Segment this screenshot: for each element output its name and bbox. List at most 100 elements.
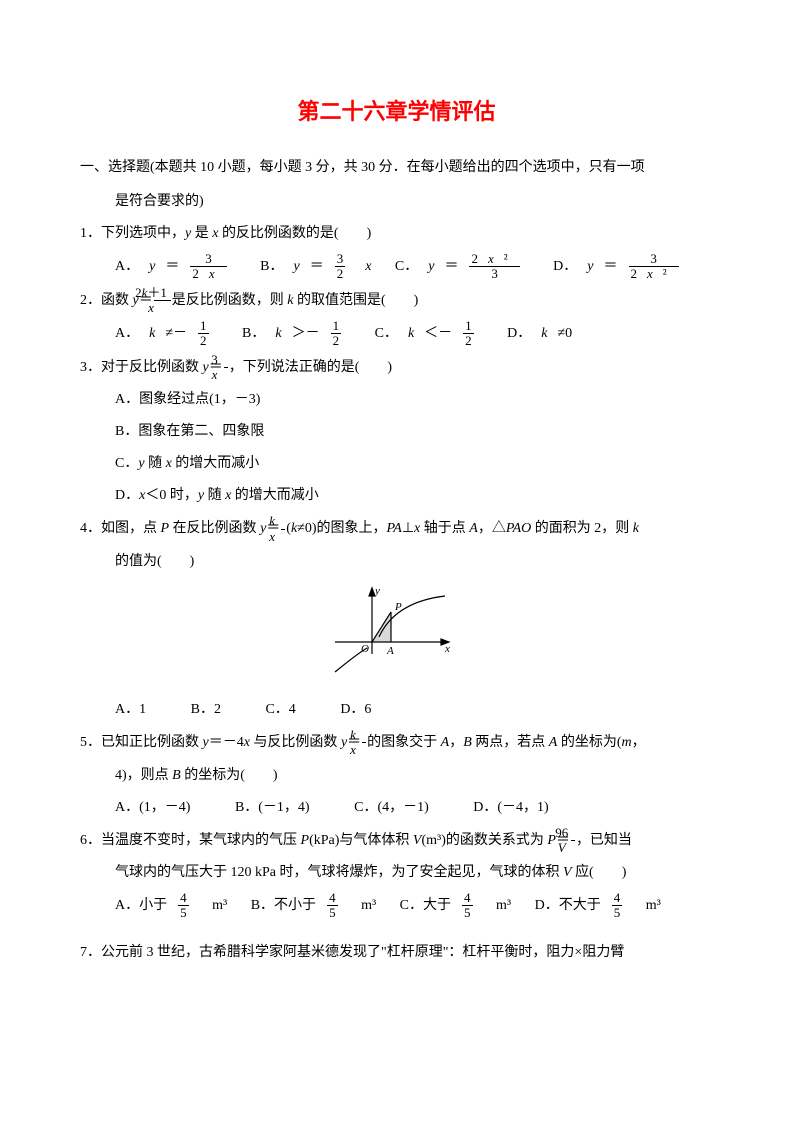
q6-B: B．不小于 (251, 898, 316, 913)
q5-optC: C．(4，－1) (354, 800, 429, 815)
q2-Dk: k (541, 326, 547, 341)
q1-C-pre: C． (395, 259, 418, 274)
q6-pu: (kPa)与气体体积 (309, 833, 413, 848)
q7-text: 7．公元前 3 世纪，古希腊科学家阿基米德发现了"杠杆原理"：杠杆平衡时，阻力×… (80, 945, 624, 960)
q2-Bgt: ＞－ (292, 326, 320, 341)
q4-optA: A．1 (115, 702, 146, 717)
q1-D-mid: ＝ (604, 259, 618, 274)
q4-pre: 4．如图，点 (80, 521, 161, 536)
q1-D-num: 3 (629, 252, 679, 267)
q2-Ane: ≠－ (165, 326, 187, 341)
q5-frac: kx (362, 728, 366, 758)
q6-D-num: 4 (612, 891, 623, 906)
q4-ne: ≠0)的图象上， (297, 521, 386, 536)
q2-num-plus1: ＋1 (147, 285, 167, 300)
q3-D-post: 的增大而减小 (231, 488, 319, 503)
q6-optA: A．小于45 m³ (115, 898, 237, 913)
q2-Dne: ≠0 (558, 326, 573, 341)
q2-Bk: k (275, 326, 281, 341)
q2-A-frac: 12 (198, 319, 219, 349)
q2-C: C． (375, 326, 398, 341)
q4-kvar: k (633, 521, 639, 536)
q3-optC: C．y 随 x 的增大而减小 (80, 450, 713, 478)
q4-axis: 轴于点 (420, 521, 469, 536)
fig-label-y: y (374, 585, 380, 597)
q1-D-pre: D． (553, 259, 577, 274)
q5-A: A (441, 735, 450, 750)
q1-B-pre: B． (260, 259, 283, 274)
q4-frac: kx (281, 514, 285, 544)
q2-D: D． (507, 326, 531, 341)
q1-A-pre: A． (115, 259, 139, 274)
q5-m: m (622, 735, 632, 750)
q1-optA: A．y＝32x (115, 259, 250, 274)
q1-C-frac: 2x²3 (469, 252, 529, 282)
q4-options: A．1 B．2 C．4 D．6 (80, 696, 713, 724)
q1-stem-mid: 是 (191, 226, 212, 241)
q2-tail: 的取值范围是( ) (293, 293, 418, 308)
q6-C-u: m³ (493, 898, 512, 913)
q6-D: D．不大于 (535, 898, 601, 913)
q6-V2: V (563, 865, 572, 880)
fig-label-P: P (394, 601, 402, 613)
q5-optA: A．(1，－4) (115, 800, 190, 815)
q6-den: V (571, 841, 575, 855)
q4-perp: ⊥ (402, 521, 414, 536)
q1-C-num-2: 2 (471, 251, 478, 266)
q3-frac: 3x (224, 353, 228, 383)
q2-optC: C．k＜－12 (375, 326, 494, 341)
q4-area: 的面积为 2，则 (531, 521, 633, 536)
q2-options: A．k≠－12 B．k＞－12 C．k＜－12 D．k≠0 (80, 319, 713, 349)
q5-l2-post: 的坐标为( ) (181, 768, 278, 783)
question-7: 7．公元前 3 世纪，古希腊科学家阿基米德发现了"杠杆原理"：杠杆平衡时，阻力×… (80, 939, 713, 967)
q3-D-pre: D． (115, 488, 139, 503)
q2-pre: 2．函数 (80, 293, 133, 308)
fig-label-x: x (444, 643, 450, 655)
q5-eq1: ＝－4 (209, 735, 244, 750)
q1-C-num-x: x (488, 251, 494, 266)
q1-stem-post: 的反比例函数的是( ) (218, 226, 371, 241)
q6-B-den: 5 (327, 906, 338, 920)
q1-A-den-x: x (209, 266, 215, 281)
q2-optB: B．k＞－12 (242, 326, 361, 341)
q4-pa: PA (387, 521, 402, 536)
q3-den: x (224, 368, 228, 382)
q6-optC: C．大于45 m³ (400, 898, 521, 913)
q4-b: 的值为( ) (115, 554, 194, 569)
question-5: 5．已知正比例函数 y＝－4x 与反比例函数 y＝kx的图象交于 A，B 两点，… (80, 728, 713, 758)
q3-C-mid: 随 (145, 456, 166, 471)
q6-B-frac: 45 (327, 891, 348, 921)
q1-options: A．y＝32x B．y＝32x C．y＝2x²3 D．y＝32x² (80, 252, 713, 282)
q6-line2: 气球内的气压大于 120 kPa 时，气球将爆炸，为了安全起见，气球的体积 V … (80, 859, 713, 887)
q4-figure: y x O P A (80, 582, 713, 688)
q1-D-den-2: 2 (631, 266, 638, 281)
q1-A-mid: ＝ (165, 259, 179, 274)
q4-a: 在反比例函数 (169, 521, 260, 536)
q3-D-mid: ＜0 时， (145, 488, 198, 503)
q1-B-frac: 32 (335, 252, 356, 282)
q3-optA: A．图象经过点(1，－3) (80, 386, 713, 414)
q2-A: A． (115, 326, 139, 341)
q6-B-u: m³ (358, 898, 377, 913)
q6-B-num: 4 (327, 891, 338, 906)
q6-A: A．小于 (115, 898, 167, 913)
q5-post1: 的图象交于 (367, 735, 441, 750)
q2-optD: D． k ≠0 (507, 326, 582, 341)
q4-line2: 的值为( ) (80, 548, 713, 576)
q4-comma: ，△ (478, 521, 506, 536)
section-line2: 是符合要求的) (115, 194, 204, 209)
q2-den: x (154, 301, 171, 315)
q4-A: A (469, 521, 478, 536)
q6-D-frac: 45 (612, 891, 633, 921)
q4-pao: PAO (506, 521, 531, 536)
q2-B: B． (242, 326, 265, 341)
q1-B-den: 2 (335, 267, 346, 281)
q5-mend: ， (632, 735, 646, 750)
q3-C-pre: C． (115, 456, 138, 471)
q2-C-num: 1 (463, 319, 474, 334)
q6-l2: 气球内的气压大于 120 kPa 时，气球将爆炸，为了安全起见，气球的体积 (115, 865, 563, 880)
q2-Ck: k (408, 326, 414, 341)
q6-P: P (301, 833, 310, 848)
q6-D-u: m³ (642, 898, 661, 913)
q2-A-den: 2 (198, 334, 209, 348)
